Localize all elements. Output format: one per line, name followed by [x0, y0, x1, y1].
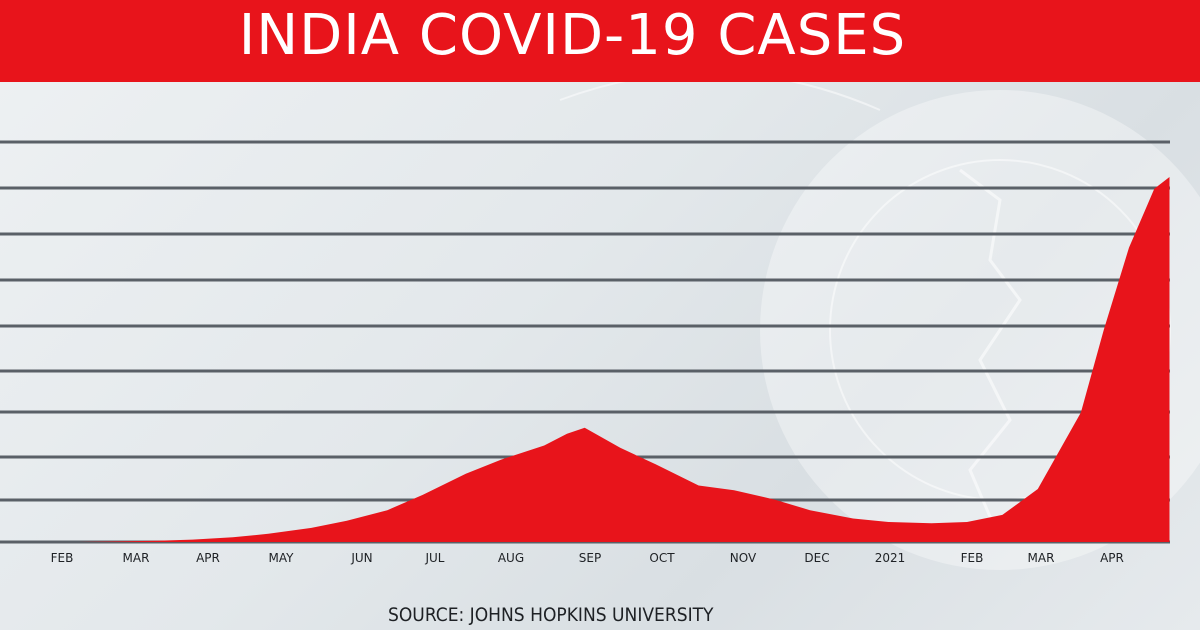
source-note: SOURCE: JOHNS HOPKINS UNIVERSITY	[388, 604, 714, 626]
x-tick-label: MAR	[1028, 551, 1055, 565]
x-tick-label: APR	[1100, 551, 1124, 565]
x-tick-label: MAR	[123, 551, 150, 565]
title-bar: INDIA COVID-19 CASES	[0, 0, 1200, 82]
cases-area	[0, 177, 1170, 542]
x-tick-label: JUL	[424, 551, 444, 565]
x-tick-label: FEB	[51, 551, 74, 565]
x-tick-label: SEP	[579, 551, 601, 565]
cases-area-chart: FEB MAR APR MAY JUN JUL AUG SEP OCT NOV DEC 2021 FEB…	[0, 140, 1170, 565]
x-tick-label: AUG	[498, 551, 524, 565]
series-layer	[0, 177, 1170, 542]
x-tick-label: 2021	[875, 551, 906, 565]
chart-title: INDIA COVID-19 CASES	[238, 3, 907, 68]
x-tick-label: JUN	[350, 551, 372, 565]
x-tick-label: OCT	[649, 551, 675, 565]
x-tick-label: DEC	[804, 551, 829, 565]
x-axis-ticks: FEB MAR APR MAY JUN JUL AUG SEP OCT NOV DEC 2021 FEB…	[51, 551, 1124, 565]
x-tick-label: MAY	[269, 551, 295, 565]
x-tick-label: FEB	[961, 551, 984, 565]
x-tick-label: NOV	[730, 551, 757, 565]
x-tick-label: APR	[196, 551, 220, 565]
